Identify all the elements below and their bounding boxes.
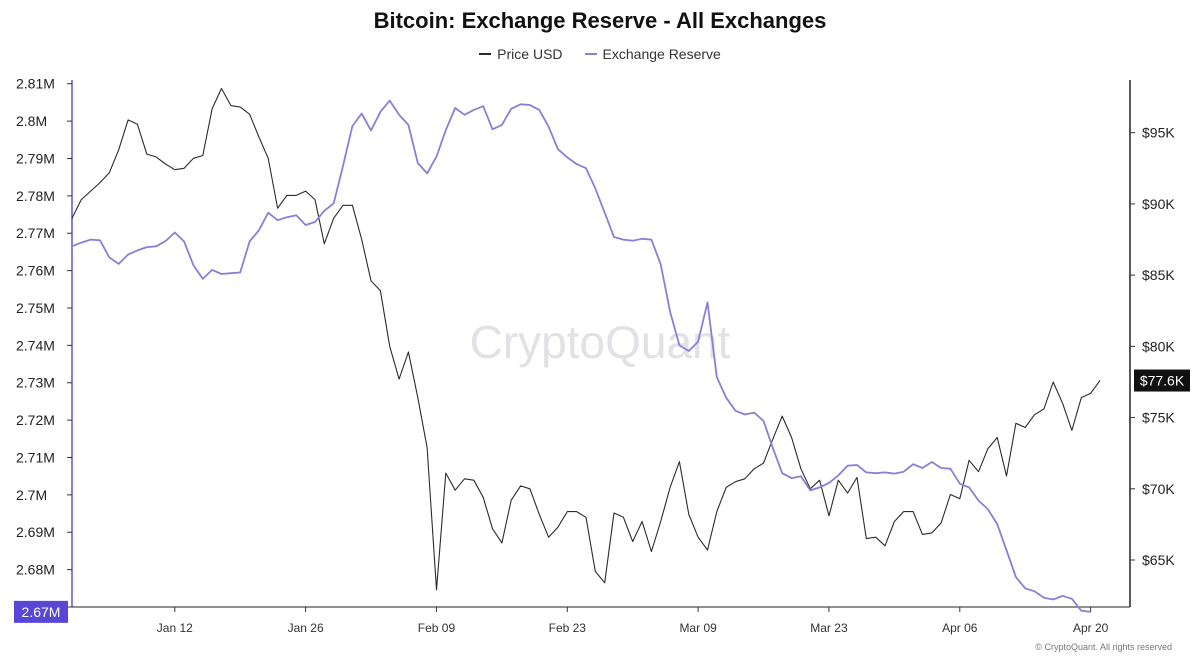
legend-label-price: Price USD (497, 46, 563, 62)
y-left-tick-label: 2.78M (16, 188, 55, 204)
reserve-swatch (584, 53, 597, 55)
x-tick-label: Mar 23 (810, 621, 848, 635)
reserve-last-value-box (14, 600, 68, 623)
y-left-tick-label: 2.69M (16, 524, 55, 540)
y-left-tick-label: 2.74M (16, 337, 55, 353)
price-last-value-box (1134, 369, 1190, 392)
copyright-footer: © CryptoQuant. All rights reserved (1035, 642, 1172, 652)
chart-title: Bitcoin: Exchange Reserve - All Exchange… (373, 8, 827, 33)
y-right-tick-label: $70K (1142, 481, 1175, 497)
x-tick-label: Jan 12 (157, 621, 193, 635)
y-left-tick-label: 2.68M (16, 562, 55, 578)
price-swatch (479, 53, 492, 55)
watermark: CryptoQuant (470, 316, 731, 368)
y-right-tick-label: $85K (1142, 267, 1175, 283)
price-usd-line (71, 87, 1101, 591)
y-left-tick-label: 2.77M (16, 225, 55, 241)
y-left-tick-label: 2.72M (16, 412, 55, 428)
exchange-reserve-line (71, 99, 1091, 613)
y-left-tick-label: 2.75M (16, 300, 55, 316)
x-tick-label: Apr 20 (1073, 621, 1109, 635)
x-tick-label: Apr 06 (942, 621, 978, 635)
legend-label-reserve: Exchange Reserve (602, 46, 721, 62)
x-tick-label: Jan 26 (288, 621, 324, 635)
x-tick-label: Feb 23 (549, 621, 587, 635)
y-right-tick-label: $65K (1142, 552, 1175, 568)
legend: Price USD Exchange Reserve (0, 46, 1200, 62)
y-right-tick-label: $80K (1142, 338, 1175, 354)
y-right-tick-label: $75K (1142, 410, 1175, 426)
y-left-tick-label: 2.8M (16, 113, 47, 129)
reserve-last-value-label: 2.67M (22, 604, 61, 620)
y-left-tick-label: 2.71M (16, 449, 55, 465)
y-left-tick-label: 2.81M (16, 76, 55, 92)
y-left-tick-label: 2.79M (16, 150, 55, 166)
price-last-value-label: $77.6K (1140, 373, 1185, 389)
legend-item-reserve[interactable]: Exchange Reserve (584, 46, 721, 62)
legend-item-price[interactable]: Price USD (479, 46, 563, 62)
y-left-tick-label: 2.73M (16, 375, 55, 391)
y-right-tick-label: $95K (1142, 125, 1175, 141)
y-left-tick-label: 2.76M (16, 263, 55, 279)
y-left-tick-label: 2.7M (16, 487, 47, 503)
x-tick-label: Feb 09 (418, 621, 456, 635)
x-tick-label: Mar 09 (679, 621, 717, 635)
y-right-tick-label: $90K (1142, 196, 1175, 212)
